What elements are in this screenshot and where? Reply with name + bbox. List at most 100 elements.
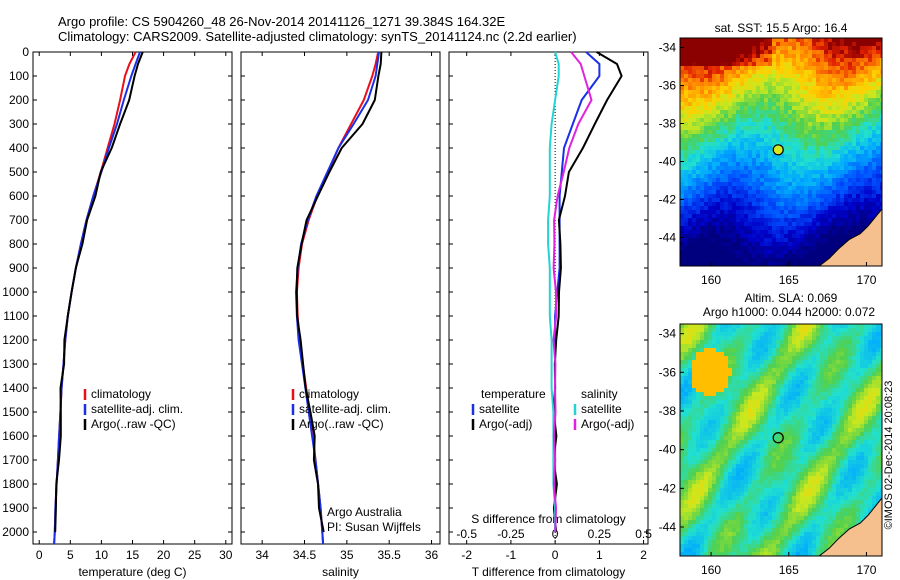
map-cell: [784, 90, 788, 94]
map-cell: [788, 452, 792, 456]
map-cell: [852, 404, 856, 408]
map-cell: [716, 404, 720, 408]
map-cell: [800, 440, 804, 444]
map-cell: [736, 134, 740, 138]
map-cell: [736, 74, 740, 78]
map-cell: [748, 376, 752, 380]
map-cell: [860, 38, 864, 42]
map-cell: [700, 380, 704, 384]
map-cell: [772, 428, 776, 432]
map-cell: [732, 138, 736, 142]
map-x-tick-label: 170: [856, 273, 876, 287]
map-cell: [784, 198, 788, 202]
map-cell: [828, 58, 832, 62]
map-cell: [744, 420, 748, 424]
map-cell: [772, 162, 776, 166]
map-cell: [860, 170, 864, 174]
map-cell: [832, 98, 836, 102]
map-cell: [756, 242, 760, 246]
map-cell: [716, 70, 720, 74]
map-cell: [856, 202, 860, 206]
map-cell: [728, 130, 732, 134]
map-cell: [776, 384, 780, 388]
map-cell: [772, 464, 776, 468]
map-cell: [776, 122, 780, 126]
map-cell: [716, 400, 720, 404]
map-cell: [788, 242, 792, 246]
map-cell: [744, 78, 748, 82]
map-cell: [804, 198, 808, 202]
map-cell: [800, 38, 804, 42]
map-cell: [784, 396, 788, 400]
map-cell: [876, 174, 880, 178]
map-cell: [828, 206, 832, 210]
map-cell: [776, 186, 780, 190]
map-cell: [696, 90, 700, 94]
map-cell: [712, 400, 716, 404]
map-cell: [684, 392, 688, 396]
map-cell: [856, 352, 860, 356]
map-cell: [880, 460, 882, 464]
map-cell: [792, 332, 796, 336]
map-cell: [776, 324, 780, 328]
map-cell: [780, 230, 784, 234]
map-cell: [692, 126, 696, 130]
map-cell: [832, 202, 836, 206]
map-cell: [720, 238, 724, 242]
map-cell: [816, 328, 820, 332]
map-cell: [740, 408, 744, 412]
map-cell: [828, 238, 832, 242]
map-cell: [828, 158, 832, 162]
map-cell: [832, 460, 836, 464]
map-cell: [732, 150, 736, 154]
map-cell: [780, 348, 784, 352]
map-cell: [720, 340, 724, 344]
map-cell: [732, 258, 736, 262]
map-cell: [716, 250, 720, 254]
map-cell: [856, 428, 860, 432]
map-cell: [828, 90, 832, 94]
map-cell: [724, 86, 728, 90]
map-cell: [732, 126, 736, 130]
map-cell: [772, 206, 776, 210]
map-cell: [840, 78, 844, 82]
map-cell: [680, 250, 684, 254]
map-cell: [760, 206, 764, 210]
map-cell: [712, 62, 716, 66]
map-cell: [820, 432, 824, 436]
map-cell: [680, 106, 684, 110]
map-cell: [756, 404, 760, 408]
y-tick-label: 900: [9, 261, 29, 275]
map-cell: [772, 364, 776, 368]
map-cell: [800, 246, 804, 250]
map-cell: [844, 396, 848, 400]
map-cell: [812, 186, 816, 190]
map-cell: [820, 122, 824, 126]
map-cell: [816, 336, 820, 340]
map-cell: [804, 376, 808, 380]
map-cell: [848, 58, 852, 62]
map-cell: [836, 210, 840, 214]
map-cell: [708, 190, 712, 194]
map-cell: [720, 360, 724, 364]
map-cell: [748, 206, 752, 210]
map-cell: [680, 206, 684, 210]
map-cell: [808, 404, 812, 408]
map-cell: [800, 154, 804, 158]
map-cell: [876, 206, 880, 210]
map-cell: [768, 400, 772, 404]
map-cell: [808, 66, 812, 70]
map-cell: [820, 154, 824, 158]
map-cell: [804, 182, 808, 186]
map-cell: [680, 142, 684, 146]
map-cell: [808, 70, 812, 74]
map-cell: [808, 238, 812, 242]
map-cell: [712, 356, 716, 360]
map-cell: [732, 242, 736, 246]
map-cell: [816, 222, 820, 226]
map-cell: [760, 364, 764, 368]
map-cell: [832, 166, 836, 170]
map-cell: [856, 190, 860, 194]
map-cell: [864, 134, 868, 138]
salinity-tick-label: 0: [552, 527, 559, 541]
